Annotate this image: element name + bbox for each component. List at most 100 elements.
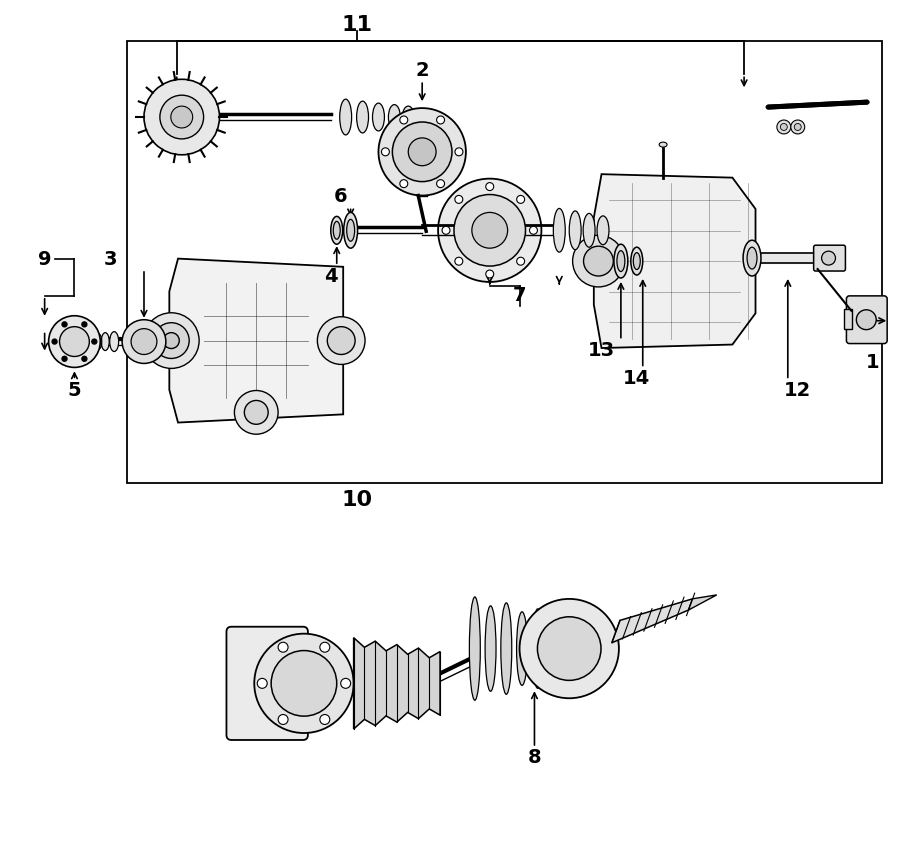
Circle shape bbox=[822, 251, 835, 265]
Circle shape bbox=[341, 679, 351, 688]
Ellipse shape bbox=[102, 333, 109, 351]
Circle shape bbox=[164, 333, 179, 348]
Circle shape bbox=[436, 180, 445, 187]
Ellipse shape bbox=[532, 609, 544, 688]
Circle shape bbox=[519, 599, 619, 698]
Circle shape bbox=[153, 322, 189, 359]
Ellipse shape bbox=[346, 219, 355, 241]
Circle shape bbox=[438, 179, 542, 282]
Ellipse shape bbox=[331, 217, 343, 244]
Ellipse shape bbox=[333, 221, 340, 239]
Ellipse shape bbox=[743, 240, 761, 276]
Circle shape bbox=[472, 212, 508, 249]
Circle shape bbox=[143, 313, 199, 368]
Text: 9: 9 bbox=[38, 249, 51, 268]
Circle shape bbox=[454, 194, 526, 266]
Circle shape bbox=[517, 195, 525, 203]
Text: 10: 10 bbox=[341, 489, 373, 509]
Circle shape bbox=[278, 642, 288, 652]
Circle shape bbox=[171, 106, 193, 128]
Text: 4: 4 bbox=[324, 267, 338, 286]
Circle shape bbox=[400, 180, 408, 187]
Polygon shape bbox=[612, 599, 693, 642]
Bar bbox=[844, 309, 852, 329]
Polygon shape bbox=[354, 637, 440, 729]
Ellipse shape bbox=[339, 99, 352, 135]
Text: 1: 1 bbox=[866, 353, 879, 372]
Ellipse shape bbox=[500, 603, 512, 694]
Circle shape bbox=[795, 124, 801, 131]
Circle shape bbox=[271, 650, 337, 716]
Polygon shape bbox=[688, 595, 716, 610]
Ellipse shape bbox=[344, 212, 357, 249]
Circle shape bbox=[583, 246, 613, 276]
Circle shape bbox=[572, 236, 625, 287]
Circle shape bbox=[442, 226, 450, 234]
Circle shape bbox=[454, 257, 463, 265]
Circle shape bbox=[244, 401, 268, 424]
Circle shape bbox=[144, 79, 220, 155]
Ellipse shape bbox=[517, 611, 527, 685]
Circle shape bbox=[777, 120, 791, 134]
Circle shape bbox=[82, 356, 87, 361]
Text: 12: 12 bbox=[784, 381, 812, 400]
Circle shape bbox=[379, 108, 466, 195]
Circle shape bbox=[278, 715, 288, 724]
Circle shape bbox=[49, 316, 100, 367]
Circle shape bbox=[454, 195, 463, 203]
Circle shape bbox=[59, 327, 89, 357]
Text: 11: 11 bbox=[341, 15, 372, 34]
Circle shape bbox=[392, 122, 452, 181]
Circle shape bbox=[122, 320, 166, 364]
Circle shape bbox=[455, 148, 463, 156]
Circle shape bbox=[320, 715, 329, 724]
Circle shape bbox=[82, 322, 87, 327]
Circle shape bbox=[62, 356, 67, 361]
Ellipse shape bbox=[747, 247, 757, 269]
Circle shape bbox=[62, 322, 67, 327]
Circle shape bbox=[52, 339, 57, 344]
Circle shape bbox=[537, 617, 601, 680]
Ellipse shape bbox=[614, 244, 628, 278]
Ellipse shape bbox=[110, 332, 119, 352]
Circle shape bbox=[436, 116, 445, 124]
Ellipse shape bbox=[597, 216, 609, 245]
Text: 7: 7 bbox=[513, 286, 526, 305]
Circle shape bbox=[255, 634, 354, 733]
Circle shape bbox=[160, 95, 203, 139]
Ellipse shape bbox=[569, 211, 581, 249]
Text: 2: 2 bbox=[416, 61, 429, 80]
FancyBboxPatch shape bbox=[846, 296, 887, 343]
FancyBboxPatch shape bbox=[814, 245, 845, 271]
Circle shape bbox=[517, 257, 525, 265]
Ellipse shape bbox=[548, 617, 559, 679]
Text: 3: 3 bbox=[104, 249, 117, 268]
Text: 14: 14 bbox=[623, 369, 651, 388]
Ellipse shape bbox=[94, 334, 102, 349]
Ellipse shape bbox=[634, 253, 640, 269]
Circle shape bbox=[382, 148, 390, 156]
Circle shape bbox=[791, 120, 805, 134]
Circle shape bbox=[318, 316, 365, 365]
Circle shape bbox=[131, 329, 157, 354]
Text: 13: 13 bbox=[588, 341, 615, 360]
Circle shape bbox=[409, 138, 436, 166]
Ellipse shape bbox=[563, 615, 575, 682]
Circle shape bbox=[234, 390, 278, 434]
Polygon shape bbox=[594, 175, 755, 348]
Circle shape bbox=[92, 339, 97, 344]
Polygon shape bbox=[169, 259, 343, 422]
Ellipse shape bbox=[402, 106, 414, 128]
Circle shape bbox=[257, 679, 267, 688]
Circle shape bbox=[486, 270, 494, 278]
Text: 8: 8 bbox=[527, 748, 541, 767]
Ellipse shape bbox=[583, 213, 595, 247]
Circle shape bbox=[780, 124, 788, 131]
Ellipse shape bbox=[373, 103, 384, 131]
Circle shape bbox=[486, 182, 494, 191]
Text: 5: 5 bbox=[68, 381, 81, 400]
Circle shape bbox=[328, 327, 356, 354]
Bar bbox=[127, 40, 882, 482]
Circle shape bbox=[529, 226, 537, 234]
Ellipse shape bbox=[485, 605, 496, 691]
